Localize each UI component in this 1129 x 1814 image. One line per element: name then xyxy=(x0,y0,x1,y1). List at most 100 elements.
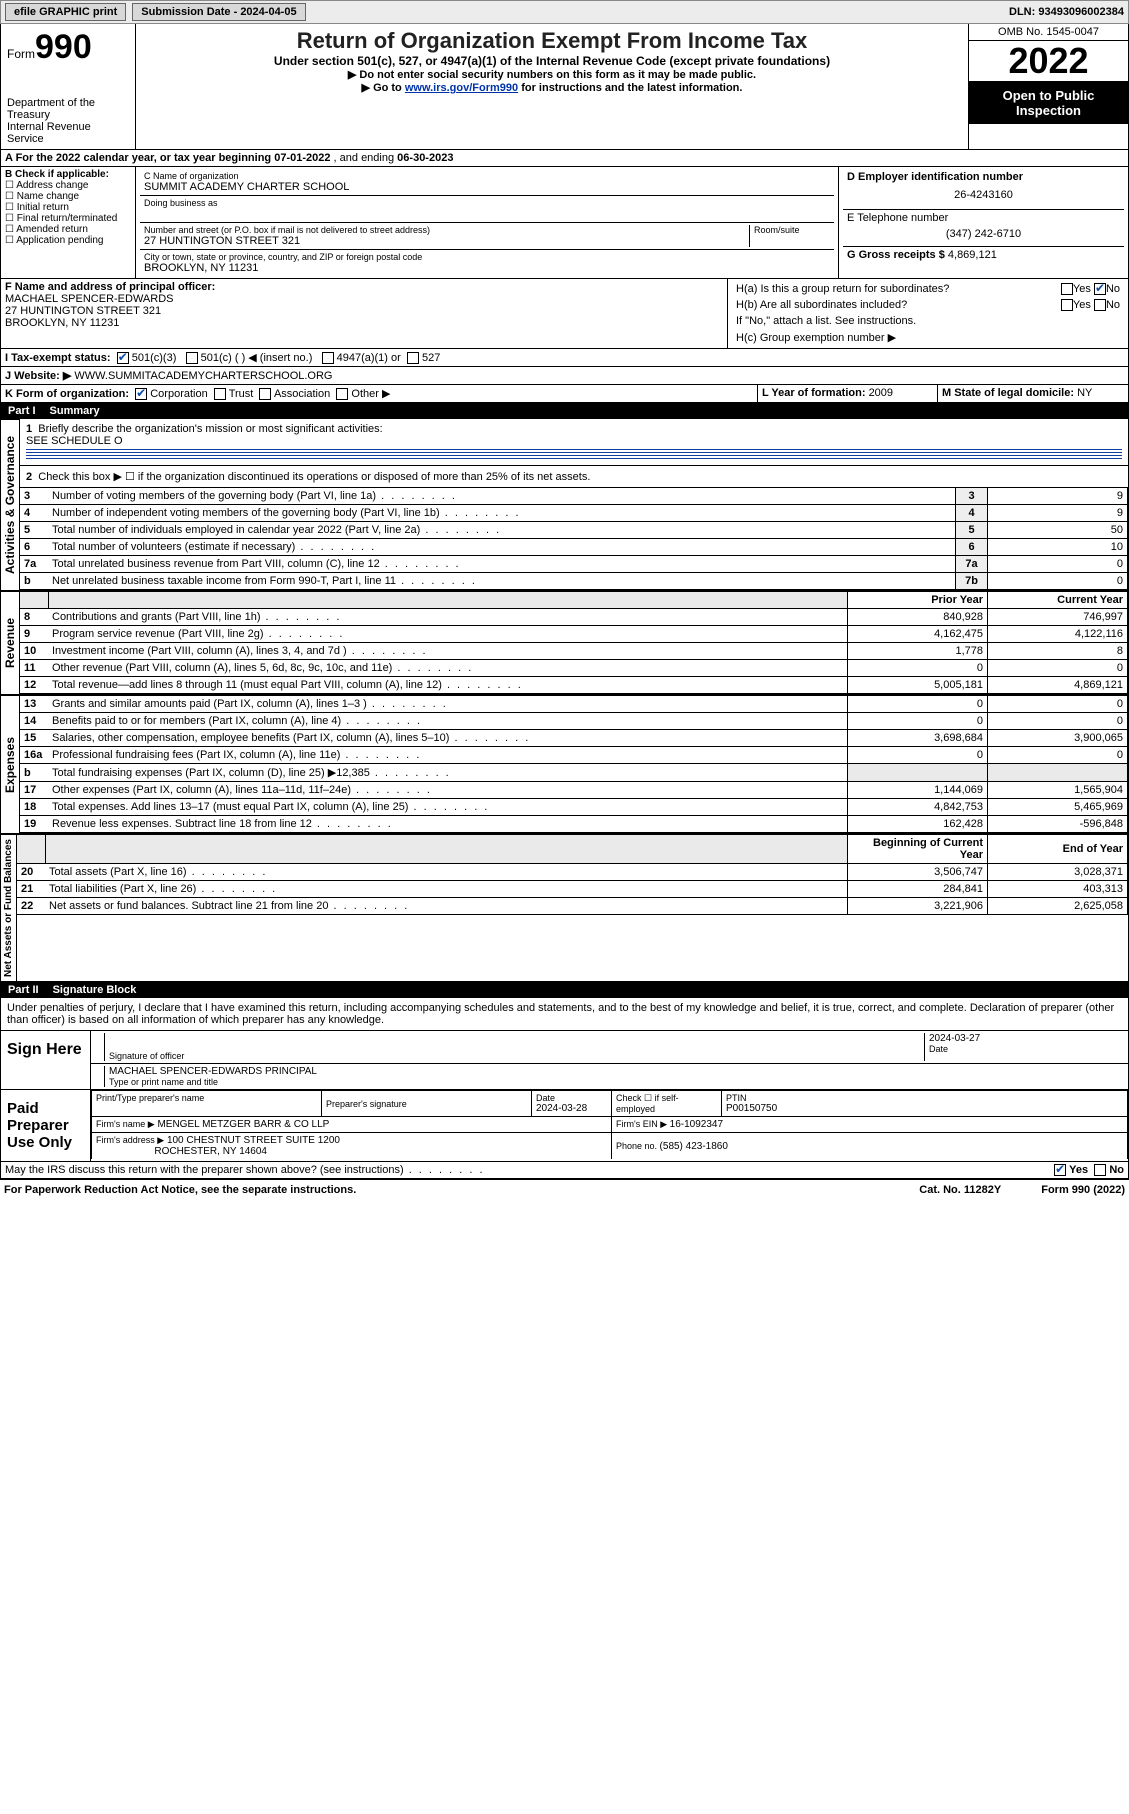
table-row: 5 Total number of individuals employed i… xyxy=(20,522,1128,539)
form-word: Form xyxy=(7,47,35,61)
website-value: WWW.SUMMITACADEMYCHARTERSCHOOL.ORG xyxy=(74,370,332,382)
assoc-checkbox[interactable] xyxy=(259,388,271,400)
table-row: 16a Professional fundraising fees (Part … xyxy=(20,747,1128,764)
other-checkbox[interactable] xyxy=(336,388,348,400)
preparer-date: 2024-03-28 xyxy=(536,1103,607,1114)
501c3-checkbox[interactable] xyxy=(117,352,129,364)
efile-print-button[interactable]: efile GRAPHIC print xyxy=(5,3,126,21)
catalog-number: Cat. No. 11282Y xyxy=(919,1184,1001,1196)
corp-checkbox[interactable] xyxy=(135,388,147,400)
sign-here-block: Sign Here Signature of officer 2024-03-2… xyxy=(0,1031,1129,1090)
end-year-hdr: End of Year xyxy=(988,835,1128,864)
bal-vlabel: Net Assets or Fund Balances xyxy=(1,834,17,981)
klm-row: K Form of organization: Corporation Trus… xyxy=(0,385,1129,403)
right-column: D Employer identification number 26-4243… xyxy=(838,167,1128,278)
table-row: 10 Investment income (Part VIII, column … xyxy=(20,643,1128,660)
4947-checkbox[interactable] xyxy=(322,352,334,364)
paperwork-notice: For Paperwork Reduction Act Notice, see … xyxy=(4,1184,356,1196)
hb-no-checkbox[interactable] xyxy=(1094,299,1106,311)
gov-vlabel: Activities & Governance xyxy=(1,419,20,590)
table-row: 7a Total unrelated business revenue from… xyxy=(20,556,1128,573)
form-title: Return of Organization Exempt From Incom… xyxy=(144,28,960,54)
dln: DLN: 93493096002384 xyxy=(1009,6,1124,18)
sign-date: 2024-03-27 xyxy=(929,1033,1124,1044)
section-b: B Check if applicable: ☐ Address change … xyxy=(1,167,136,278)
topbar: efile GRAPHIC print Submission Date - 20… xyxy=(0,0,1129,24)
current-year-hdr: Current Year xyxy=(988,592,1128,609)
trust-checkbox[interactable] xyxy=(214,388,226,400)
activities-governance: Activities & Governance 1 Briefly descri… xyxy=(0,419,1129,591)
form-version: Form 990 (2022) xyxy=(1041,1184,1125,1196)
balances-table: Beginning of Current Year End of Year 20… xyxy=(17,834,1128,915)
org-name: SUMMIT ACADEMY CHARTER SCHOOL xyxy=(144,181,830,193)
501c-checkbox[interactable] xyxy=(186,352,198,364)
table-row: 20 Total assets (Part X, line 16) 3,506,… xyxy=(17,864,1128,881)
table-row: 8 Contributions and grants (Part VIII, l… xyxy=(20,609,1128,626)
form-note-1: ▶ Do not enter social security numbers o… xyxy=(144,68,960,81)
expenses-table: 13 Grants and similar amounts paid (Part… xyxy=(20,695,1128,833)
firm-address: 100 CHESTNUT STREET SUITE 1200 xyxy=(167,1135,340,1146)
discuss-yes-checkbox[interactable] xyxy=(1054,1164,1066,1176)
hb-note: If "No," attach a list. See instructions… xyxy=(732,313,1124,329)
sign-here-label: Sign Here xyxy=(1,1031,91,1089)
form-note-2: ▶ Go to www.irs.gov/Form990 for instruct… xyxy=(144,81,960,94)
section-c: C Name of organization SUMMIT ACADEMY CH… xyxy=(136,167,838,278)
part-ii-header: Part II Signature Block xyxy=(0,982,1129,998)
omb-number: OMB No. 1545-0047 xyxy=(969,24,1128,41)
officer-label: F Name and address of principal officer: xyxy=(5,281,215,293)
domicile-state: NY xyxy=(1077,387,1092,399)
discuss-no-checkbox[interactable] xyxy=(1094,1164,1106,1176)
ein-value: 26-4243160 xyxy=(847,183,1120,207)
firm-phone: (585) 423-1860 xyxy=(660,1141,728,1152)
phone-value: (347) 242-6710 xyxy=(847,224,1120,244)
part-i-header: Part I Summary xyxy=(0,403,1129,419)
officer-name-title: MACHAEL SPENCER-EDWARDS PRINCIPAL xyxy=(109,1066,1124,1077)
table-row: b Total fundraising expenses (Part IX, c… xyxy=(20,764,1128,782)
website-row: J Website: ▶ WWW.SUMMITACADEMYCHARTERSCH… xyxy=(0,367,1129,385)
gross-receipts-label: G Gross receipts $ xyxy=(847,249,948,261)
table-row: 21 Total liabilities (Part X, line 26) 2… xyxy=(17,881,1128,898)
gov-table: 3 Number of voting members of the govern… xyxy=(20,487,1128,590)
irs-label: Internal Revenue Service xyxy=(7,121,129,145)
paid-preparer-block: Paid Preparer Use Only Print/Type prepar… xyxy=(0,1090,1129,1162)
prior-year-hdr: Prior Year xyxy=(848,592,988,609)
officer-group-block: F Name and address of principal officer:… xyxy=(0,279,1129,349)
tax-year: 2022 xyxy=(969,41,1128,82)
hb-yes-checkbox[interactable] xyxy=(1061,299,1073,311)
group-return-label: H(a) Is this a group return for subordin… xyxy=(736,283,949,295)
org-address: 27 HUNTINGTON STREET 321 xyxy=(144,235,745,247)
page-footer: For Paperwork Reduction Act Notice, see … xyxy=(0,1179,1129,1200)
table-row: 4 Number of independent voting members o… xyxy=(20,505,1128,522)
table-row: 15 Salaries, other compensation, employe… xyxy=(20,730,1128,747)
table-row: 22 Net assets or fund balances. Subtract… xyxy=(17,898,1128,915)
ha-no-checkbox[interactable] xyxy=(1094,283,1106,295)
open-inspection-badge: Open to Public Inspection xyxy=(969,82,1128,124)
line-a: A For the 2022 calendar year, or tax yea… xyxy=(0,150,1129,167)
table-row: 14 Benefits paid to or for members (Part… xyxy=(20,713,1128,730)
527-checkbox[interactable] xyxy=(407,352,419,364)
revenue-section: Revenue Prior Year Current Year 8 Contri… xyxy=(0,591,1129,695)
firm-name: MENGEL METZGER BARR & CO LLP xyxy=(157,1119,329,1130)
table-row: 6 Total number of volunteers (estimate i… xyxy=(20,539,1128,556)
begin-year-hdr: Beginning of Current Year xyxy=(848,835,988,864)
ein-label: D Employer identification number xyxy=(847,171,1023,183)
formation-year: 2009 xyxy=(869,387,893,399)
form-number: 990 xyxy=(35,28,92,66)
hc-label: H(c) Group exemption number ▶ xyxy=(732,329,1124,346)
balances-section: Net Assets or Fund Balances Beginning of… xyxy=(0,834,1129,982)
mission-text: SEE SCHEDULE O xyxy=(26,435,123,447)
form-subtitle: Under section 501(c), 527, or 4947(a)(1)… xyxy=(144,54,960,68)
declaration-text: Under penalties of perjury, I declare th… xyxy=(0,998,1129,1031)
table-row: 19 Revenue less expenses. Subtract line … xyxy=(20,816,1128,833)
exp-vlabel: Expenses xyxy=(1,695,20,833)
instructions-link[interactable]: www.irs.gov/Form990 xyxy=(405,82,518,94)
table-row: 18 Total expenses. Add lines 13–17 (must… xyxy=(20,799,1128,816)
table-row: 9 Program service revenue (Part VIII, li… xyxy=(20,626,1128,643)
dept-label: Department of the Treasury xyxy=(7,97,129,121)
ha-yes-checkbox[interactable] xyxy=(1061,283,1073,295)
phone-label: E Telephone number xyxy=(847,212,948,224)
table-row: b Net unrelated business taxable income … xyxy=(20,573,1128,590)
ptin-value: P00150750 xyxy=(726,1103,1123,1114)
form-header: Form990 Department of the Treasury Inter… xyxy=(0,24,1129,150)
table-row: 17 Other expenses (Part IX, column (A), … xyxy=(20,782,1128,799)
